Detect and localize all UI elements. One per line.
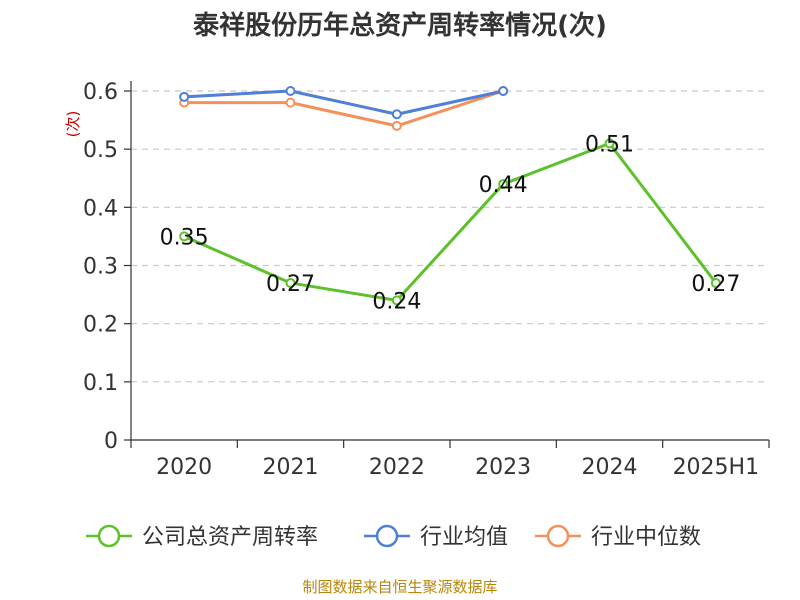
y-axis-label: (次) [64,111,82,138]
x-tick-label: 2023 [475,455,531,480]
chart-title: 泰祥股份历年总资产周转率情况(次) [193,10,607,41]
y-tick-label: 0.3 [83,255,118,280]
axes: 0 0.1 0.2 0.3 0.4 0.5 0.6 2020 2021 2022 2023 2024 2… [83,80,770,480]
data-point[interactable] [710,277,721,288]
y-tick-label: 0.5 [83,138,118,163]
legend-label: 行业中位数 [591,525,701,550]
legend-item[interactable]: 行业均值 [364,524,508,550]
data-point[interactable] [498,86,509,96]
series-0 [179,138,721,306]
y-tick-label: 0.4 [83,196,118,221]
series-1 [179,86,509,120]
data-point[interactable] [498,179,509,190]
x-tick-label: 2021 [263,455,319,480]
x-tick-label: 2022 [369,455,425,480]
data-point[interactable] [604,138,615,149]
data-point[interactable] [179,231,190,242]
x-tick-label: 2020 [156,455,212,480]
legend-marker [375,524,399,548]
y-tick-label: 0.2 [83,313,118,338]
y-tick-label: 0 [104,429,118,454]
data-label: 0.27 [691,272,740,297]
legend-marker [97,524,121,548]
legend-label: 公司总资产周转率 [142,525,318,550]
data-label: 0.35 [160,225,209,250]
data-point[interactable] [179,91,190,102]
series-line [184,89,504,116]
data-label: 0.24 [372,289,421,314]
data-point[interactable] [285,97,296,108]
source-note: 制图数据来自恒生聚源数据库 [302,578,497,596]
data-point[interactable] [391,120,402,131]
series-line [184,89,504,128]
x-tick-label: 2025H1 [673,455,760,480]
series-group: 0.35 0.27 0.24 0.44 0.51 0.27 [160,86,740,314]
data-label: 0.27 [266,272,315,297]
legend-label: 行业均值 [420,525,508,550]
data-point[interactable] [285,86,296,96]
legend-item[interactable]: 公司总资产周转率 [86,524,318,550]
legend-marker [546,524,570,548]
data-point[interactable] [391,295,402,306]
y-tick-label: 0.1 [83,371,118,396]
grid [131,90,769,383]
data-point[interactable] [391,109,402,120]
legend[interactable]: 公司总资产周转率 行业均值 行业中位数 [86,524,701,550]
data-label: 0.44 [479,173,528,198]
data-label: 0.51 [585,132,634,157]
x-tick-label: 2024 [582,455,638,480]
legend-item[interactable]: 行业中位数 [535,524,701,550]
series-line [183,141,718,302]
y-tick-label: 0.6 [83,80,118,105]
data-point[interactable] [285,277,296,288]
